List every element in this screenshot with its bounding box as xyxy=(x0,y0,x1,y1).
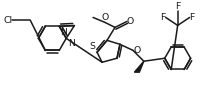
Text: Cl: Cl xyxy=(3,16,13,25)
Text: O: O xyxy=(101,13,109,22)
Polygon shape xyxy=(134,61,144,72)
Text: F: F xyxy=(160,13,166,22)
Text: F: F xyxy=(190,13,195,22)
Text: N: N xyxy=(68,39,75,48)
Text: N: N xyxy=(60,28,67,37)
Text: F: F xyxy=(175,2,180,11)
Text: S: S xyxy=(89,42,95,51)
Text: O: O xyxy=(134,46,141,55)
Text: O: O xyxy=(127,17,134,26)
